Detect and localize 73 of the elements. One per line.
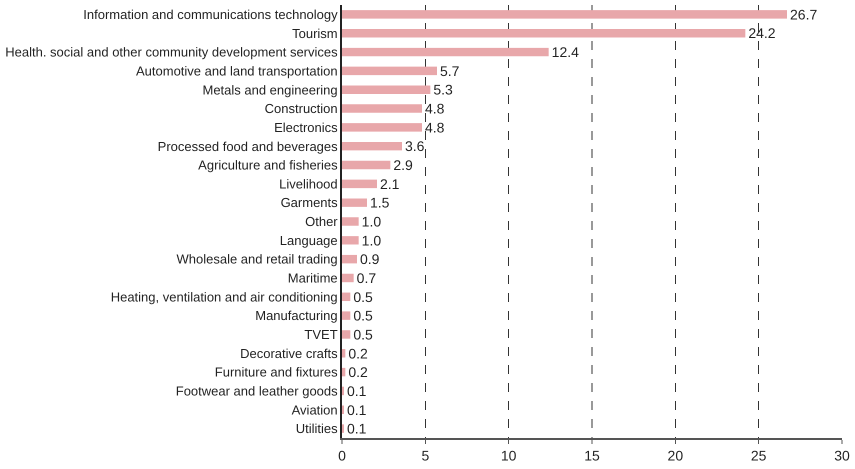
data-label: 5.7 xyxy=(440,62,460,79)
x-tick-label: 10 xyxy=(500,448,517,464)
y-tick-label: Manufacturing xyxy=(255,308,338,324)
y-tick-label: Heating, ventilation and air conditioning xyxy=(110,289,338,304)
bar xyxy=(342,368,346,376)
bar xyxy=(342,123,422,132)
bar xyxy=(342,330,350,339)
data-label: 26.7 xyxy=(790,6,818,22)
data-label: 0.2 xyxy=(348,364,368,380)
bar xyxy=(342,292,350,302)
bar xyxy=(342,160,390,170)
data-label: 2.9 xyxy=(393,157,414,174)
bar xyxy=(342,85,430,94)
data-label: 3.6 xyxy=(405,138,425,154)
bar xyxy=(342,274,354,282)
x-tick-label: 30 xyxy=(834,448,850,464)
y-tick-label: Processed food and beverages xyxy=(158,138,338,154)
data-label: 0.1 xyxy=(347,420,367,437)
y-tick-label: Decorative crafts xyxy=(240,346,338,361)
y-tick-label: Tourism xyxy=(292,26,338,41)
y-tick-label: Automotive and land transportation xyxy=(136,63,338,78)
data-label: 1.0 xyxy=(362,232,382,248)
bar xyxy=(342,29,746,38)
data-label: 1.0 xyxy=(362,214,382,230)
y-tick-label: Furniture and fixtures xyxy=(214,364,338,380)
bar xyxy=(342,349,346,358)
y-tick-label: Information and communications technology xyxy=(83,6,338,22)
data-label: 0.5 xyxy=(353,288,374,305)
data-label: 0.5 xyxy=(353,308,374,324)
x-tick-label: 5 xyxy=(421,448,430,464)
bar xyxy=(342,180,377,188)
bar xyxy=(342,236,359,245)
data-label: 4.8 xyxy=(425,119,445,136)
bar xyxy=(342,66,437,76)
data-label: 24.2 xyxy=(748,25,776,42)
bar xyxy=(342,217,359,226)
bar xyxy=(342,311,350,320)
y-tick-label: Agriculture and fisheries xyxy=(198,158,338,173)
y-tick-label: Other xyxy=(305,214,338,230)
data-label: 0.5 xyxy=(353,326,374,342)
data-label: 5.3 xyxy=(433,82,454,98)
x-tick-label: 20 xyxy=(668,448,684,464)
y-tick-label: Garments xyxy=(280,195,338,210)
data-label: 4.8 xyxy=(425,100,445,117)
bar xyxy=(342,198,367,207)
x-tick-label: 15 xyxy=(584,448,600,464)
data-label: 0.2 xyxy=(348,345,368,362)
y-tick-label: Maritime xyxy=(288,270,338,286)
y-tick-label: Electronics xyxy=(274,120,338,135)
bar xyxy=(342,142,402,150)
y-tick-label: Metals and engineering xyxy=(202,82,338,98)
y-tick-label: TVET xyxy=(304,327,338,342)
bar xyxy=(342,254,357,264)
bar xyxy=(342,48,549,56)
data-label: 12.4 xyxy=(552,44,580,60)
y-tick-label: Wholesale and retail trading xyxy=(176,252,338,267)
bar xyxy=(342,104,422,113)
x-tick-label: 25 xyxy=(750,448,767,464)
data-label: 0.9 xyxy=(360,251,380,268)
y-tick-label: Utilities xyxy=(296,421,338,436)
bar xyxy=(342,10,787,19)
y-tick-label: Footwear and leather goods xyxy=(176,383,338,398)
data-label: 0.7 xyxy=(356,270,376,286)
y-tick-label: Aviation xyxy=(292,402,338,418)
data-label: 2.1 xyxy=(380,176,400,192)
data-label: 0.1 xyxy=(347,382,367,399)
y-tick-label: Construction xyxy=(264,101,338,116)
x-tick-label: 0 xyxy=(338,448,346,464)
y-tick-label: Livelihood xyxy=(279,176,338,192)
data-label: 0.1 xyxy=(347,402,367,418)
y-tick-label: Health. social and other community development services xyxy=(5,44,338,60)
data-label: 1.5 xyxy=(370,194,390,211)
y-tick-label: Language xyxy=(280,232,338,248)
